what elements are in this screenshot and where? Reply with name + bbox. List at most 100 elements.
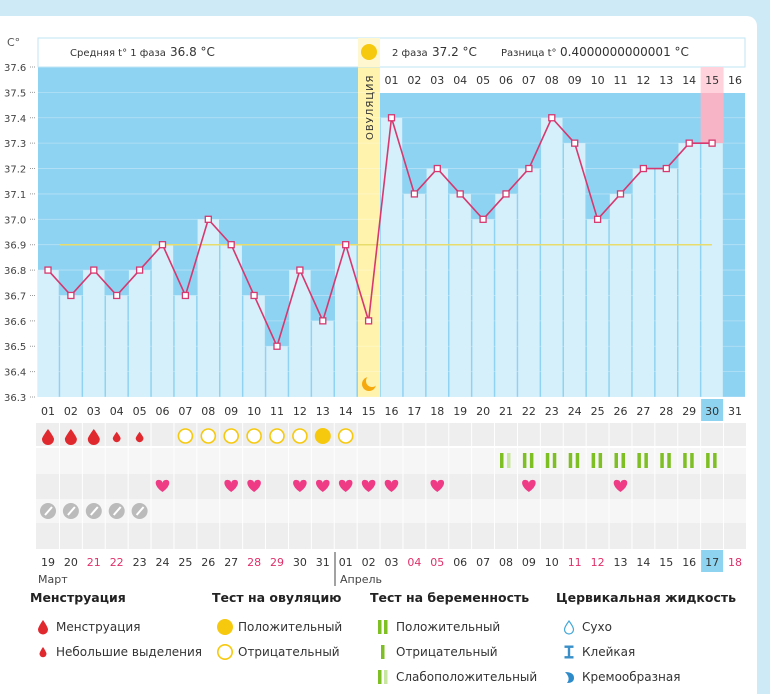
temperature-point[interactable] xyxy=(342,241,350,249)
heart-icon[interactable] xyxy=(613,479,628,492)
pregnancy-test-negative-icon[interactable] xyxy=(545,453,550,468)
pregnancy-test-negative-icon[interactable] xyxy=(529,453,534,468)
temperature-point[interactable] xyxy=(387,114,396,122)
pregnancy-test-negative-icon[interactable] xyxy=(713,453,717,468)
calendar-dates: 19 20 21 22 23 24 25 26 27 28 29 30 31 01 02 03 04 05 06 07… xyxy=(41,550,742,572)
heart-icon[interactable] xyxy=(155,479,170,492)
legend-label: Менструация xyxy=(56,619,141,634)
temperature-point[interactable] xyxy=(364,317,373,325)
pregnancy-test-negative-icon[interactable] xyxy=(522,453,527,468)
pregnancy-test-negative-icon[interactable] xyxy=(568,453,573,468)
temperature-point[interactable] xyxy=(410,190,419,198)
small-drop-icon[interactable] xyxy=(135,431,144,443)
temperature-point[interactable] xyxy=(502,190,510,198)
ovulation-test-negative-icon[interactable] xyxy=(200,428,217,444)
heart-icon[interactable] xyxy=(316,479,330,492)
temperature-point[interactable] xyxy=(158,241,167,249)
pregnancy-test-negative-icon[interactable] xyxy=(614,453,619,468)
temperature-column xyxy=(289,270,311,397)
heart-icon[interactable] xyxy=(361,479,376,492)
phase2-day-number: 01 xyxy=(385,74,399,87)
pregnancy-test-negative-icon[interactable] xyxy=(621,453,626,468)
phase2-day-number: 13 xyxy=(659,74,673,87)
y-tick-label: 36.4 xyxy=(4,368,26,379)
legend-cervical: Цервикальная жидкость Сухо Клейкая Кремо… xyxy=(556,590,736,689)
ovulation-test-positive-icon[interactable] xyxy=(314,428,331,444)
temperature-column xyxy=(655,168,677,397)
legend-item: Положительный xyxy=(370,614,537,639)
ovulation-test-negative-icon[interactable] xyxy=(269,428,285,444)
temperature-column xyxy=(37,270,59,397)
pregnancy-test-negative-icon[interactable] xyxy=(683,453,687,468)
temperature-point[interactable] xyxy=(273,342,281,350)
blood-drop-icon[interactable] xyxy=(64,429,77,446)
ovulation-test-negative-icon[interactable] xyxy=(177,428,194,444)
pregnancy-test-negative-icon[interactable] xyxy=(552,453,557,468)
temperature-point[interactable] xyxy=(227,241,235,249)
cycle-day-label: 03 xyxy=(87,405,101,418)
temperature-column xyxy=(495,193,517,397)
heart-icon[interactable] xyxy=(522,479,536,492)
temperature-point[interactable] xyxy=(662,164,670,173)
cycle-day-label: 21 xyxy=(499,405,513,418)
cycle-day-label: 11 xyxy=(270,405,284,418)
temperature-point[interactable] xyxy=(90,266,98,274)
pregnancy-test-negative-icon[interactable] xyxy=(575,453,580,468)
calendar-date: 17 xyxy=(705,556,719,569)
temperature-point[interactable] xyxy=(639,164,648,173)
ovulation-test-negative-icon[interactable] xyxy=(223,428,239,444)
temperature-point[interactable] xyxy=(525,164,533,173)
blood-drop-icon[interactable] xyxy=(42,429,54,445)
temperature-point[interactable] xyxy=(456,190,464,198)
temperature-point[interactable] xyxy=(593,215,602,223)
blood-drop-icon[interactable] xyxy=(87,429,100,446)
calendar-date: 22 xyxy=(110,556,124,569)
small-drop-icon[interactable] xyxy=(112,431,121,443)
temperature-point[interactable] xyxy=(250,291,258,300)
temperature-point[interactable] xyxy=(44,266,52,274)
pregnancy-test-negative-icon[interactable] xyxy=(660,453,664,468)
ovulation-test-negative-icon[interactable] xyxy=(337,428,354,444)
pregnancy-test-negative-icon[interactable] xyxy=(690,453,694,468)
symptom-row xyxy=(36,423,746,446)
temperature-point[interactable] xyxy=(296,266,304,274)
temperature-point[interactable] xyxy=(135,266,144,274)
pregnancy-test-negative-icon[interactable] xyxy=(637,453,641,468)
pregnancy-test-negative-icon[interactable] xyxy=(667,453,671,468)
temperature-point[interactable] xyxy=(319,317,327,325)
pregnancy-test-weak-icon[interactable] xyxy=(507,453,511,468)
cycle-day-label: 20 xyxy=(476,405,490,418)
ovulation-test-negative-icon[interactable] xyxy=(292,428,308,444)
cycle-day-label: 23 xyxy=(545,405,559,418)
legend-item: Слабоположительный xyxy=(370,664,537,689)
phase1-label: Средняя t° 1 фаза xyxy=(70,48,166,59)
heart-icon[interactable] xyxy=(293,479,307,492)
temperature-point[interactable] xyxy=(571,139,579,147)
pregnancy-test-negative-icon[interactable] xyxy=(706,453,710,468)
temperature-point[interactable] xyxy=(479,215,487,223)
pregnancy-test-negative-icon[interactable] xyxy=(591,453,596,468)
cycle-day-labels: 01 02 03 04 05 06 07 08 09 10 11 12 13 14 15 16 17 18 19 20… xyxy=(41,399,742,421)
cycle-day-label: 25 xyxy=(591,405,605,418)
temperature-point[interactable] xyxy=(113,291,121,300)
temperature-point[interactable] xyxy=(685,139,693,147)
heart-icon[interactable] xyxy=(338,479,353,492)
calendar-date: 29 xyxy=(270,556,284,569)
temperature-point[interactable] xyxy=(616,190,625,198)
temperature-column xyxy=(564,143,586,397)
ovulation-test-negative-icon[interactable] xyxy=(246,428,262,444)
temperature-point[interactable] xyxy=(181,291,190,300)
temperature-point[interactable] xyxy=(433,164,441,173)
temperature-point[interactable] xyxy=(548,114,556,122)
phase2-day-number: 02 xyxy=(407,74,421,87)
pregnancy-test-negative-icon[interactable] xyxy=(598,453,603,468)
heart-icon[interactable] xyxy=(430,479,445,492)
temperature-point[interactable] xyxy=(67,291,75,300)
heart-icon[interactable] xyxy=(384,479,399,492)
temperature-point[interactable] xyxy=(204,215,212,223)
temperature-point[interactable] xyxy=(708,139,716,147)
heart-icon[interactable] xyxy=(247,479,261,492)
pregnancy-test-negative-icon[interactable] xyxy=(644,453,648,468)
heart-icon[interactable] xyxy=(224,479,238,492)
pregnancy-test-weak-icon[interactable] xyxy=(500,453,504,468)
